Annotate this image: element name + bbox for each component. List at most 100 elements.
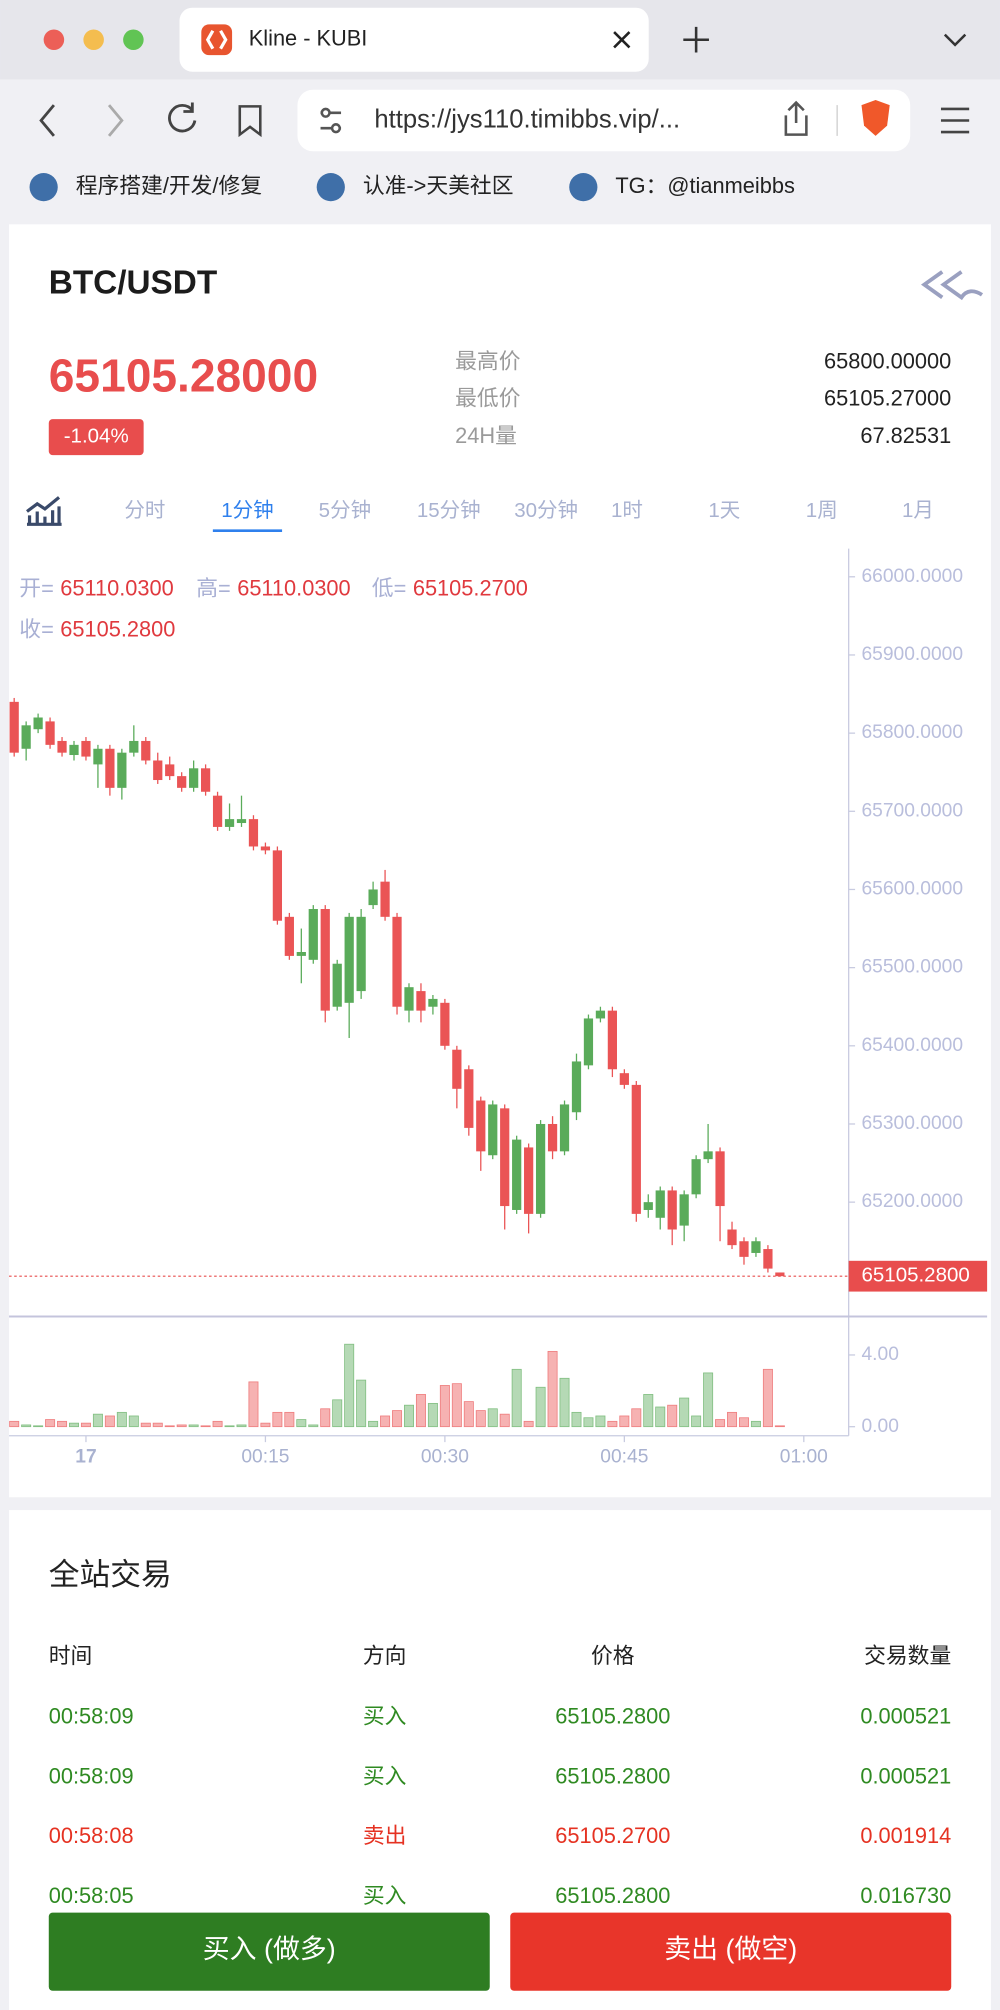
volume-bar xyxy=(715,1419,726,1428)
interval-tab[interactable]: 分时 xyxy=(124,499,165,522)
favicon xyxy=(201,24,233,56)
zoom-light[interactable] xyxy=(123,29,144,50)
candle-body xyxy=(775,1272,785,1277)
candle-body xyxy=(165,764,175,777)
minimize-light[interactable] xyxy=(83,29,104,50)
volume-bar xyxy=(380,1415,391,1428)
interval-tab[interactable]: 1天 xyxy=(708,499,740,522)
candle-body xyxy=(368,889,378,906)
candle-body xyxy=(141,740,151,761)
volume-bar xyxy=(140,1422,151,1428)
trade-button[interactable] xyxy=(510,1912,952,1991)
new-tab[interactable] xyxy=(683,26,709,53)
interval-tab[interactable]: 15分钟 xyxy=(417,499,481,522)
volume-bar xyxy=(392,1410,403,1428)
reload-button[interactable] xyxy=(168,102,197,133)
volume-bar xyxy=(487,1408,498,1428)
candle-body xyxy=(177,776,187,788)
column-header: 方向 xyxy=(363,1643,407,1668)
trade-cell: 00:58:05 xyxy=(49,1883,134,1908)
menu-button[interactable] xyxy=(940,107,970,134)
volume-bar xyxy=(535,1386,546,1428)
candle-body xyxy=(619,1073,629,1085)
volume-bar xyxy=(188,1424,199,1428)
y-tick-label: 65800.0000 xyxy=(861,722,963,743)
candle-body xyxy=(105,748,115,788)
site-settings-knob xyxy=(320,107,331,118)
volume-bar xyxy=(499,1413,510,1428)
candle-body xyxy=(69,744,79,756)
back-button[interactable] xyxy=(39,104,55,137)
trade-button-label[interactable]: 买入 (做多) xyxy=(203,1934,336,1964)
interval-tab[interactable]: 1月 xyxy=(902,499,934,522)
interval-tab[interactable]: 30分钟 xyxy=(514,499,578,522)
candle-body xyxy=(751,1241,761,1253)
candle-body xyxy=(667,1190,677,1230)
y-tick-label: 65700.0000 xyxy=(861,800,963,821)
y-tick-label: 65500.0000 xyxy=(861,957,963,978)
last-price-box xyxy=(848,1260,988,1292)
trade-cell: 0.001914 xyxy=(860,1823,951,1848)
candle-body xyxy=(571,1061,582,1113)
volume-bar xyxy=(691,1415,702,1428)
candle-body xyxy=(212,795,223,827)
legend-value: 65105.2700 xyxy=(413,575,528,600)
interval-tab[interactable]: 1分钟 xyxy=(221,499,273,522)
volume-bar xyxy=(284,1411,295,1428)
brave-icon[interactable] xyxy=(861,99,890,136)
column-header: 价格 xyxy=(591,1643,635,1668)
volume-bar xyxy=(69,1422,80,1428)
candle-body xyxy=(512,1139,522,1210)
interval-tab[interactable]: 1周 xyxy=(806,499,838,522)
candle-body xyxy=(9,701,19,753)
volume-bar xyxy=(631,1408,642,1428)
url[interactable]: https://jys110.timibbs.vip/... xyxy=(374,105,680,133)
candle-body xyxy=(296,952,306,956)
tab-close[interactable] xyxy=(613,31,631,49)
volume-bar xyxy=(607,1420,618,1428)
candle-body xyxy=(500,1108,510,1207)
bookmark[interactable]: TG：@tianmeibbs xyxy=(615,173,795,198)
volume-bar xyxy=(248,1381,259,1428)
trade-button[interactable] xyxy=(48,1912,490,1991)
volume-bar xyxy=(619,1415,630,1428)
volume-bar xyxy=(727,1411,738,1428)
close-light[interactable] xyxy=(43,29,65,50)
share-button[interactable] xyxy=(784,100,808,136)
bookmark[interactable]: 程序搭建/开发/修复 xyxy=(76,173,262,198)
candle-body xyxy=(45,721,55,745)
candle-body xyxy=(344,916,354,1003)
address-bar[interactable] xyxy=(297,89,911,152)
candle-body xyxy=(81,740,91,757)
volume-bar xyxy=(356,1379,367,1428)
back-icon[interactable] xyxy=(920,270,984,301)
chart-type-icon[interactable] xyxy=(26,496,62,526)
tab[interactable] xyxy=(179,7,649,72)
interval-tab[interactable]: 5分钟 xyxy=(319,499,371,522)
candle-body xyxy=(224,819,235,827)
volume-bar xyxy=(128,1415,139,1428)
tab-menu[interactable] xyxy=(943,33,967,47)
bookmark-button[interactable] xyxy=(238,105,262,138)
candle-body xyxy=(655,1190,665,1218)
candle-body xyxy=(703,1151,713,1160)
candle-body xyxy=(236,819,247,824)
candle-body xyxy=(547,1123,558,1152)
volume-bar xyxy=(571,1411,582,1428)
candle-body xyxy=(380,881,390,917)
x-tick-label: 00:45 xyxy=(600,1447,648,1468)
candle-body xyxy=(93,748,103,765)
bookmark[interactable]: 认准->天美社区 xyxy=(363,173,514,198)
bookmark-icon xyxy=(29,173,58,202)
stat-label: 最高价 xyxy=(455,349,521,374)
forward-button[interactable] xyxy=(107,104,124,137)
candle-body xyxy=(763,1249,773,1269)
stat-label: 24H量 xyxy=(455,423,517,448)
volume-bar xyxy=(463,1401,474,1428)
interval-tab[interactable]: 1时 xyxy=(611,499,643,522)
volume-bar xyxy=(415,1394,426,1428)
candle-body xyxy=(308,909,318,960)
candle-body xyxy=(691,1159,701,1195)
trade-button-label[interactable]: 卖出 (做空) xyxy=(664,1934,797,1964)
